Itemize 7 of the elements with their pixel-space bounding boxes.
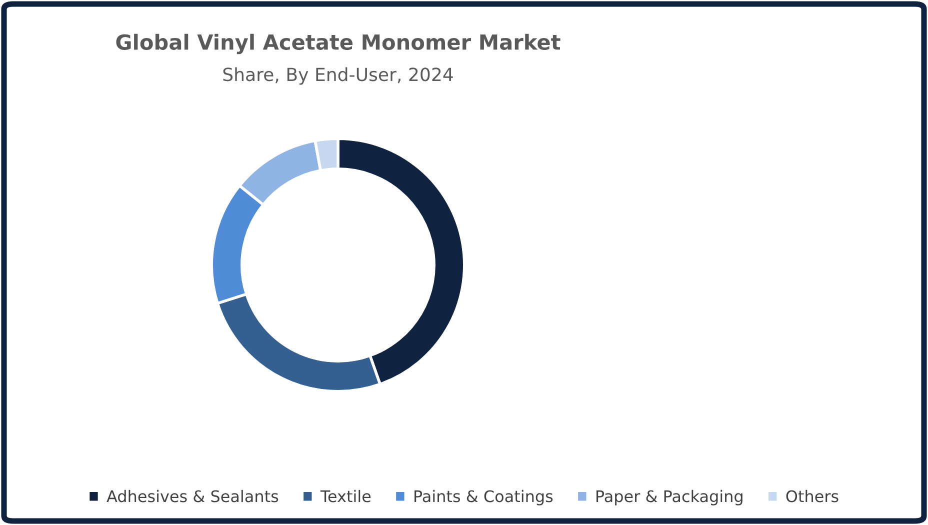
chart-subtitle: Share, By End-User, 2024 — [223, 67, 453, 85]
legend-label: Others — [786, 490, 838, 502]
legend-label: Paper & Packaging — [596, 490, 742, 506]
legend-label: Adhesives & Sealants — [106, 490, 278, 502]
chart-title: Global Vinyl Acetate Monomer Market — [116, 34, 560, 54]
legend-label: Textile — [320, 490, 371, 502]
legend-label: Paints & Coatings — [414, 490, 553, 506]
